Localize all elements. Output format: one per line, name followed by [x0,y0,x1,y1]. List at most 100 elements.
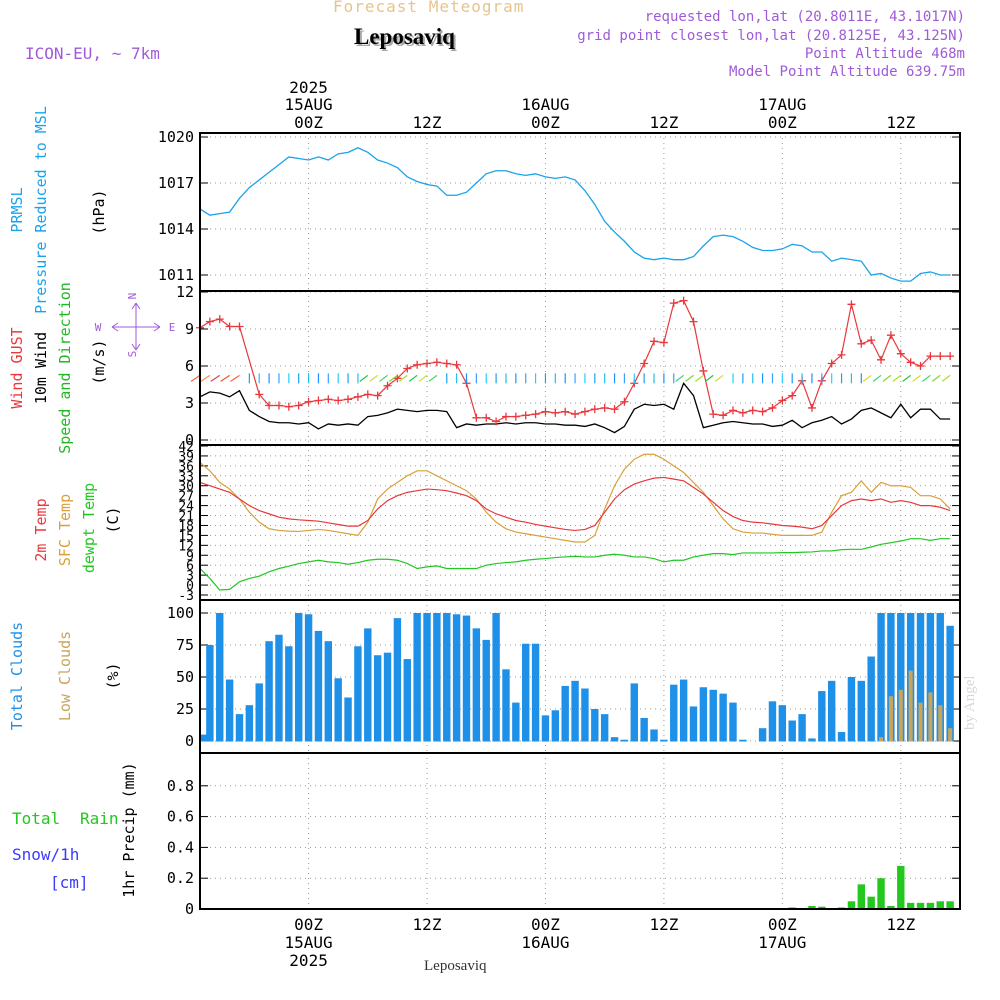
total-clouds-bar [225,679,234,742]
total-clouds-bar [304,614,313,742]
sfc-temp-line [199,453,951,543]
low-clouds-bar [948,728,953,742]
gust-marker [432,358,441,367]
pressure-unit-label: (hPa) [90,189,108,234]
y-tick-label: 39 [178,450,194,465]
total-clouds-bar [610,737,619,742]
wind-arrow [389,374,398,382]
total-clouds-bar [808,738,816,742]
gust-marker [778,396,787,405]
top-hour-label: 12Z [886,113,915,132]
point-altitude: Point Altitude 468m [804,46,965,62]
top-date-label: 15AUG [284,95,332,114]
y-tick-label: 9 [186,549,194,564]
gust-marker [551,408,560,417]
total-clouds-bar [433,613,441,742]
total-clouds-bar [768,701,777,742]
low-clouds-label: Low Clouds [56,631,74,721]
gust-marker [521,411,530,420]
y-tick-label: 3 [185,394,194,412]
wind-arrow [369,374,379,382]
gust-marker [640,359,649,368]
compass-east: E [169,321,176,334]
total-clouds-bar [206,645,214,742]
total-clouds-bar [403,659,411,742]
total-clouds-bar [887,613,895,742]
gust-marker [679,296,688,305]
total-clouds-bar [788,720,796,742]
y-tick-label: 0 [185,431,194,449]
total-clouds-bar [650,729,658,742]
gust-marker [531,410,540,419]
y-tick-label: 1020 [158,128,194,146]
total-clouds-bar [719,693,727,742]
wind-arrow [428,374,438,382]
total-clouds-bar [502,669,510,742]
bottom-year-label: 2025 [289,951,328,970]
gust-marker [571,410,580,419]
gust-marker [896,349,905,358]
total-clouds-bar [275,634,283,742]
gust-marker [492,417,501,426]
total-clouds-label: Total Clouds [8,622,26,730]
total-clouds-bar [472,628,481,742]
gust-marker [719,411,728,420]
gust-marker [689,317,698,326]
gust-marker [413,360,422,369]
precip-unit-label: 1hr Precip (mm) [120,762,138,897]
total-clouds-bar [383,652,392,742]
footer-location: Leposaviq [424,958,487,974]
wind-arrow [220,374,230,382]
precip-total-label: Total [12,809,60,828]
gust-marker [324,395,333,404]
dewpt-temp-line [199,538,951,591]
gust-marker [255,390,264,399]
total-clouds-bar [285,646,293,742]
top-hour-label: 00Z [294,113,323,132]
gust-marker [373,391,382,400]
total-clouds-bar [571,680,579,742]
wind-direction-arrows [190,373,951,384]
total-clouds-bar [581,688,589,742]
precip-snow-label: Snow/1h [12,845,79,864]
wind-arrow [931,374,941,382]
panel-frame [199,752,961,910]
wind-unit-label: (m/s) [90,339,108,384]
total-clouds-bar [541,715,550,742]
total-clouds-bar [877,613,885,742]
wind-arrow [210,374,221,382]
wind-arrow [230,374,240,382]
total-clouds-bar [620,739,629,742]
watermark: by Angel [962,675,978,730]
gust-marker [610,405,619,414]
gust-marker [294,401,303,410]
gust-marker [669,299,678,308]
gust-marker [314,396,323,405]
low-clouds-bars [879,670,953,742]
model-name: ICON-EU, ~ 7km [25,44,160,63]
total-clouds-bar [758,728,767,742]
gust-marker [768,403,777,412]
wind-10m-label: 10m Wind [32,332,50,404]
wind-arrow [862,374,872,382]
rain-bar [887,905,895,909]
rain-bar [906,902,915,909]
y-tick-label: 15 [178,529,194,544]
bottom-hour-label: 00Z [294,915,323,934]
bottom-date-label: 17AUG [758,933,806,952]
gust-marker [600,403,609,412]
wind-arrow [418,374,428,382]
gust-marker [452,360,461,369]
total-clouds-bar [344,697,352,742]
y-tick-label: 25 [176,700,194,718]
gust-marker [877,355,886,364]
total-clouds-bar [423,613,431,742]
bottom-hour-label: 00Z [531,915,560,934]
top-date-label: 17AUG [758,95,806,114]
total-clouds-bar [591,709,599,742]
bottom-hour-label: 12Z [886,915,915,934]
y-tick-label: 1017 [158,174,194,192]
